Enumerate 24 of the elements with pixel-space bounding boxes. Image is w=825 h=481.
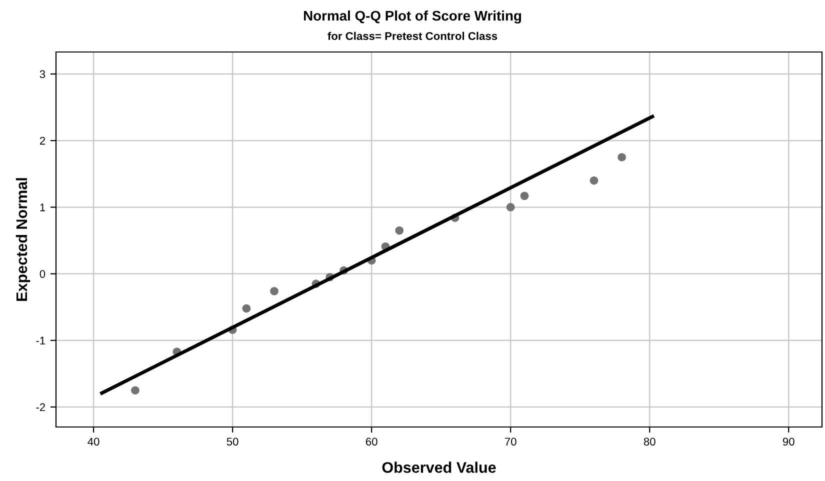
point — [131, 386, 140, 395]
point — [242, 304, 251, 313]
point — [520, 192, 529, 200]
chart-title: Normal Q-Q Plot of Score Writing — [304, 10, 522, 24]
x-tick-label: 90 — [782, 438, 794, 446]
y-tick-label: -1 — [36, 336, 46, 344]
point — [270, 286, 278, 296]
x-tick-label: 80 — [644, 438, 656, 446]
x-tick-label: 70 — [504, 438, 516, 446]
y-tick-label: -2 — [36, 403, 46, 412]
point — [506, 203, 515, 212]
y-tick-label: 3 — [40, 70, 46, 78]
y-axis-title: Expected Normal — [16, 178, 30, 301]
y-tick-label: 0 — [40, 270, 46, 278]
x-tick-label: 60 — [366, 438, 378, 446]
x-axis-title: Observed Value — [382, 462, 496, 473]
y-tick-label: 1 — [40, 204, 46, 212]
point — [590, 176, 598, 185]
point — [395, 226, 404, 235]
point — [618, 153, 626, 162]
x-tick-label: 40 — [88, 438, 100, 446]
y-tick-label: 2 — [40, 136, 46, 145]
x-tick-label: 50 — [226, 438, 238, 446]
chart-subtitle: for Class= Pretest Control Class — [328, 32, 498, 40]
